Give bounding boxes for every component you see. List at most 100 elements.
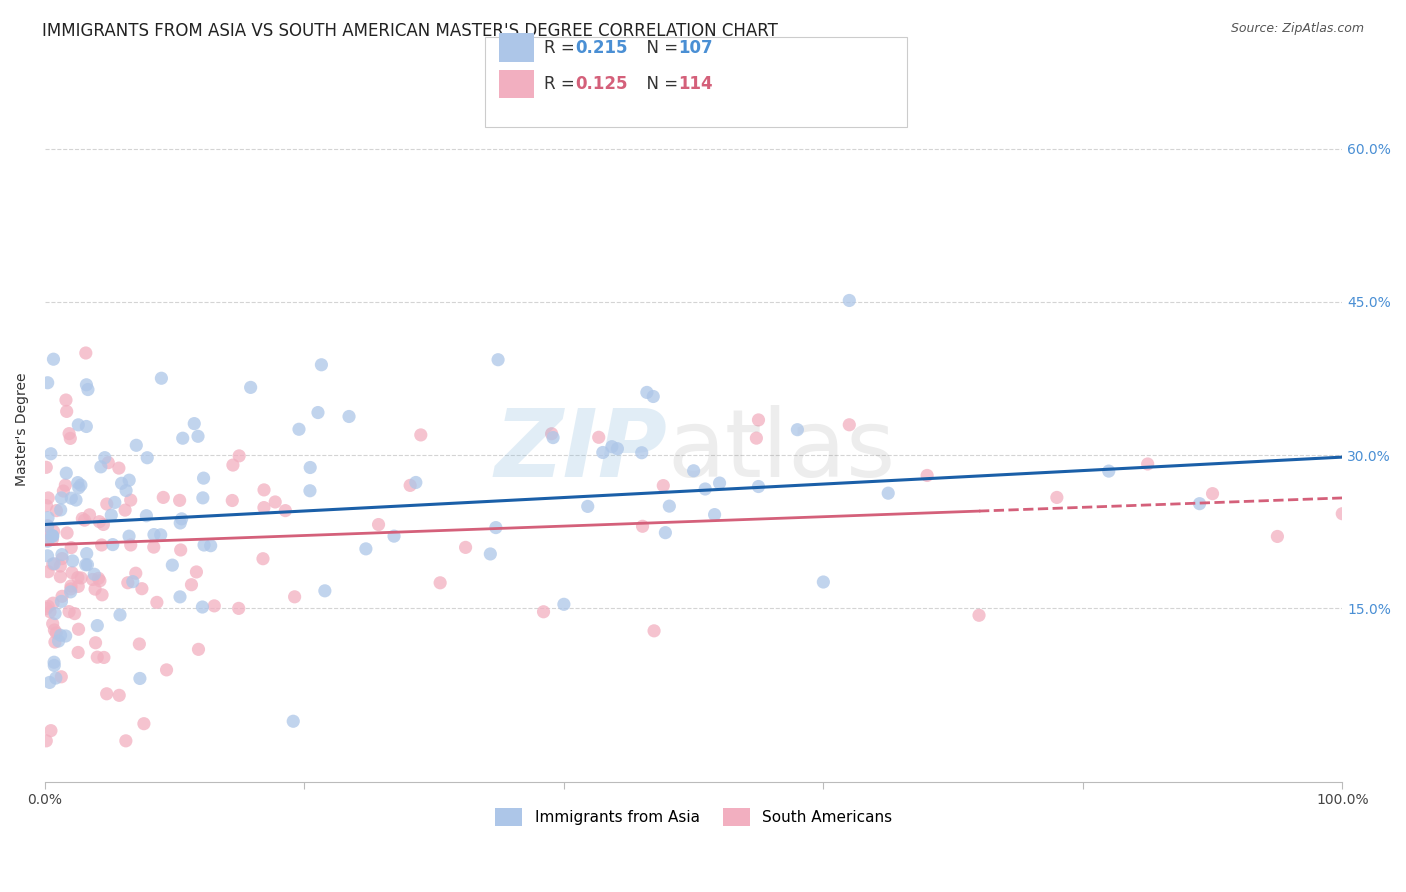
- Point: [652, 478, 675, 492]
- Point: [35, 499, 58, 513]
- Point: [149, 528, 172, 542]
- Point: [409, 428, 432, 442]
- Point: [486, 352, 509, 367]
- Point: [51, 491, 73, 505]
- Point: [75, 558, 97, 572]
- Point: [60, 566, 83, 580]
- Point: [129, 672, 152, 686]
- Point: [84, 636, 107, 650]
- Point: [41, 529, 63, 543]
- Point: [70, 478, 93, 492]
- Text: 107: 107: [678, 38, 713, 57]
- Point: [72, 511, 94, 525]
- Point: [59, 582, 82, 596]
- Point: [104, 495, 127, 509]
- Point: [382, 529, 405, 543]
- Point: [703, 508, 725, 522]
- Point: [93, 650, 115, 665]
- Point: [1331, 507, 1354, 521]
- Point: [221, 493, 243, 508]
- Point: [187, 429, 209, 443]
- Point: [747, 479, 769, 493]
- Text: N =: N =: [636, 38, 683, 57]
- Point: [76, 547, 98, 561]
- Point: [193, 471, 215, 485]
- Point: [252, 551, 274, 566]
- Point: [180, 578, 202, 592]
- Point: [51, 670, 73, 684]
- Point: [51, 551, 73, 566]
- Point: [37, 534, 59, 549]
- Point: [84, 582, 107, 596]
- Point: [299, 460, 322, 475]
- Point: [170, 543, 193, 558]
- Point: [41, 528, 63, 542]
- Point: [42, 524, 65, 539]
- Point: [135, 508, 157, 523]
- Point: [600, 440, 623, 454]
- Point: [89, 515, 111, 529]
- Point: [172, 431, 194, 445]
- Point: [35, 528, 58, 542]
- Point: [915, 468, 938, 483]
- Point: [169, 590, 191, 604]
- Point: [1201, 486, 1223, 500]
- Text: ZIP: ZIP: [495, 405, 668, 497]
- Point: [89, 574, 111, 588]
- Point: [643, 389, 665, 403]
- Point: [65, 493, 87, 508]
- Point: [283, 714, 305, 729]
- Point: [96, 687, 118, 701]
- Point: [838, 293, 860, 308]
- Point: [76, 558, 98, 572]
- Text: R =: R =: [544, 75, 581, 94]
- Point: [228, 449, 250, 463]
- Point: [58, 426, 80, 441]
- Point: [51, 590, 73, 604]
- Point: [37, 518, 59, 533]
- Point: [86, 650, 108, 665]
- Point: [91, 588, 114, 602]
- Point: [695, 482, 717, 496]
- Point: [53, 478, 76, 492]
- Point: [35, 734, 58, 748]
- Point: [588, 430, 610, 444]
- Point: [311, 358, 333, 372]
- Point: [284, 590, 307, 604]
- Point: [79, 508, 101, 522]
- Point: [77, 383, 100, 397]
- Point: [101, 538, 124, 552]
- Point: [44, 658, 66, 673]
- Text: atlas: atlas: [668, 405, 896, 497]
- Point: [52, 483, 75, 498]
- Point: [49, 628, 72, 642]
- Point: [37, 549, 59, 563]
- Point: [643, 624, 665, 638]
- Point: [75, 377, 97, 392]
- Point: [191, 491, 214, 505]
- Point: [193, 538, 215, 552]
- Point: [1098, 464, 1121, 478]
- Point: [49, 503, 72, 517]
- Point: [67, 417, 90, 432]
- Text: N =: N =: [636, 75, 683, 94]
- Point: [94, 450, 117, 465]
- Point: [170, 512, 193, 526]
- Point: [67, 481, 90, 495]
- Point: [117, 575, 139, 590]
- Point: [114, 503, 136, 517]
- Point: [877, 486, 900, 500]
- Point: [37, 599, 59, 614]
- Point: [405, 475, 427, 490]
- Text: 0.215: 0.215: [575, 38, 627, 57]
- Point: [73, 513, 96, 527]
- Point: [44, 607, 66, 621]
- Point: [264, 495, 287, 509]
- Point: [228, 601, 250, 615]
- Point: [125, 566, 148, 581]
- Point: [37, 376, 59, 390]
- Point: [128, 637, 150, 651]
- Point: [90, 459, 112, 474]
- Point: [75, 346, 97, 360]
- Point: [152, 491, 174, 505]
